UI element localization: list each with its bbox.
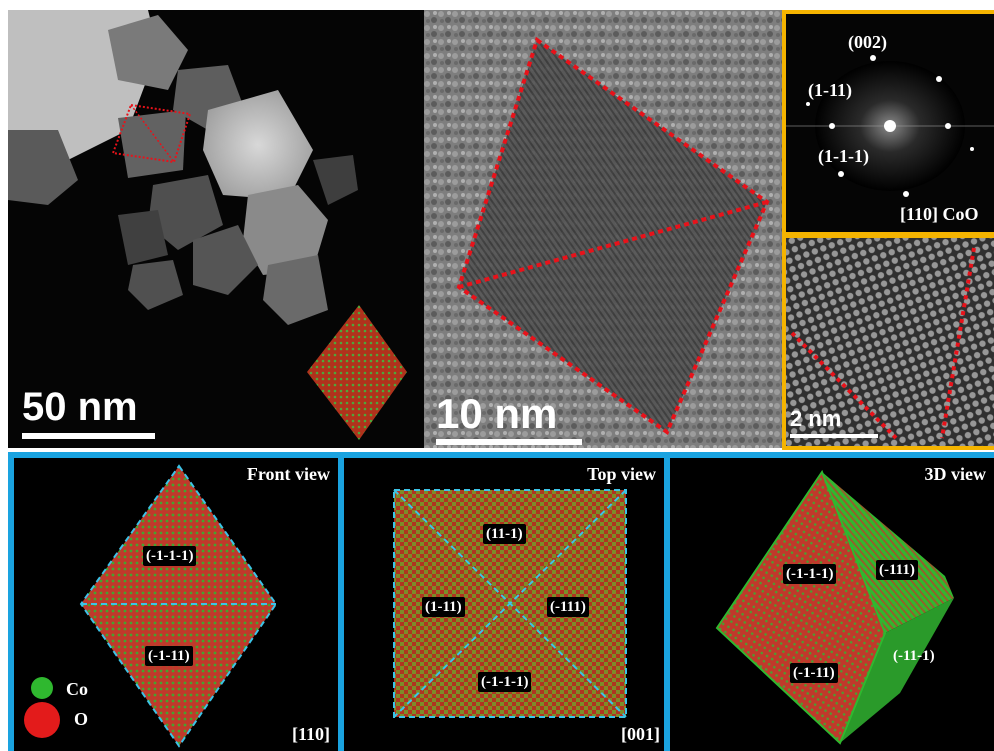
- zoom-scale-label: 2 nm: [790, 406, 842, 431]
- zoom-scale-bar: [790, 434, 878, 438]
- 3d-face-top-right: (-111): [876, 560, 918, 580]
- hrtem-scale-label: 10 nm: [436, 390, 558, 437]
- 3d-face-front-upper: (-1-1-1): [783, 564, 837, 584]
- top-view-model: [393, 489, 627, 718]
- legend-co-label: Co: [66, 679, 88, 699]
- top-face-east: (-111): [547, 597, 589, 617]
- stem-scale-bar: [22, 433, 155, 439]
- front-view-model: [24, 464, 278, 748]
- fft-pattern: [786, 14, 994, 232]
- 3d-view-title: 3D view: [924, 464, 987, 484]
- fft-label-002: (002): [848, 32, 887, 52]
- front-face-lower: (-1-11): [145, 646, 193, 666]
- stem-scale-label: 50 nm: [22, 385, 138, 429]
- stem-image-panel: 50 nm: [8, 10, 424, 448]
- hrtem-image-panel: 10 nm: [424, 10, 782, 448]
- top-face-north: (11-1): [483, 524, 526, 544]
- 3d-view-model: [715, 469, 954, 745]
- front-view-panel: Front view (-1-1-1) (-1-11) Co O [110]: [14, 458, 338, 751]
- top-face-west: (1-11): [422, 597, 465, 617]
- front-zone-axis: [110]: [292, 724, 330, 744]
- hrtem-image: [424, 10, 782, 448]
- fft-panel: (002) (1-11) (1-1-1) [110] CoO: [786, 14, 994, 232]
- 3d-view-panel: 3D view (-1-1-1) (-111) (-1-11) (-11-1): [670, 458, 994, 751]
- hrtem-zoom-image: [786, 238, 994, 446]
- fft-zone-axis: [110] CoO: [900, 204, 979, 224]
- hrtem-scale-bar: [436, 439, 582, 445]
- top-view-title: Top view: [587, 464, 656, 484]
- top-face-south: (-1-1-1): [478, 672, 532, 692]
- front-view-title: Front view: [246, 464, 330, 484]
- top-view-panel: Top view (11-1) (1-11) (-111) (-1-1-1) […: [344, 458, 664, 751]
- top-zone-axis: [001]: [621, 724, 660, 744]
- 3d-face-side: (-11-1): [893, 648, 935, 664]
- fft-label-1-11: (1-11): [808, 80, 852, 100]
- stem-particles: [8, 10, 424, 448]
- hrtem-zoom-panel: 2 nm: [786, 238, 994, 446]
- 3d-face-front-lower: (-1-11): [790, 663, 838, 683]
- fft-label-1-1-1: (1-1-1): [818, 146, 869, 166]
- front-face-upper: (-1-1-1): [143, 546, 197, 566]
- crystal-model-thumbnail: [307, 305, 407, 440]
- legend-o-label: O: [74, 709, 89, 729]
